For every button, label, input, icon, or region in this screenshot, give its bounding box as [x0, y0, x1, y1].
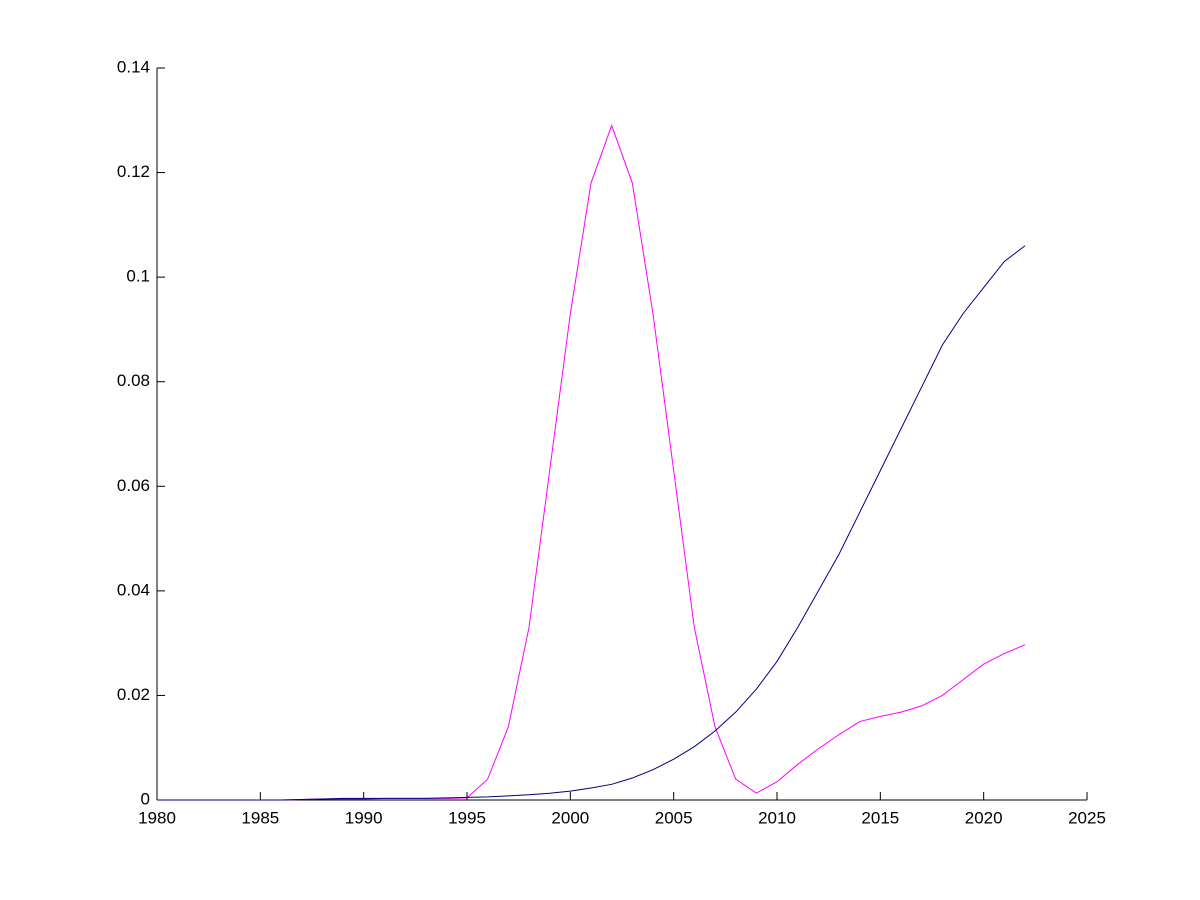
y-tick-label: 0.1: [126, 267, 150, 286]
x-tick-label: 1990: [345, 808, 383, 827]
x-tick-label: 2010: [758, 808, 796, 827]
x-tick-label: 1995: [448, 808, 486, 827]
y-tick-label: 0: [141, 789, 150, 808]
y-tick-label: 0.08: [117, 371, 150, 390]
x-tick-label: 2020: [965, 808, 1003, 827]
x-tick-label: 2000: [551, 808, 589, 827]
y-tick-label: 0.02: [117, 685, 150, 704]
y-tick-label: 0.12: [117, 162, 150, 181]
line-series: [157, 124, 1026, 801]
x-tick-label: 2015: [861, 808, 899, 827]
x-tick-label: 1980: [138, 808, 176, 827]
y-tick-label: 0.14: [117, 57, 150, 76]
y-tick-label: 0.06: [117, 476, 150, 495]
x-tick-label: 2005: [655, 808, 693, 827]
y-tick-label: 0.04: [117, 580, 150, 599]
x-tick-label: 2025: [1068, 808, 1106, 827]
line-series: [157, 245, 1026, 801]
x-tick-label: 1985: [241, 808, 279, 827]
